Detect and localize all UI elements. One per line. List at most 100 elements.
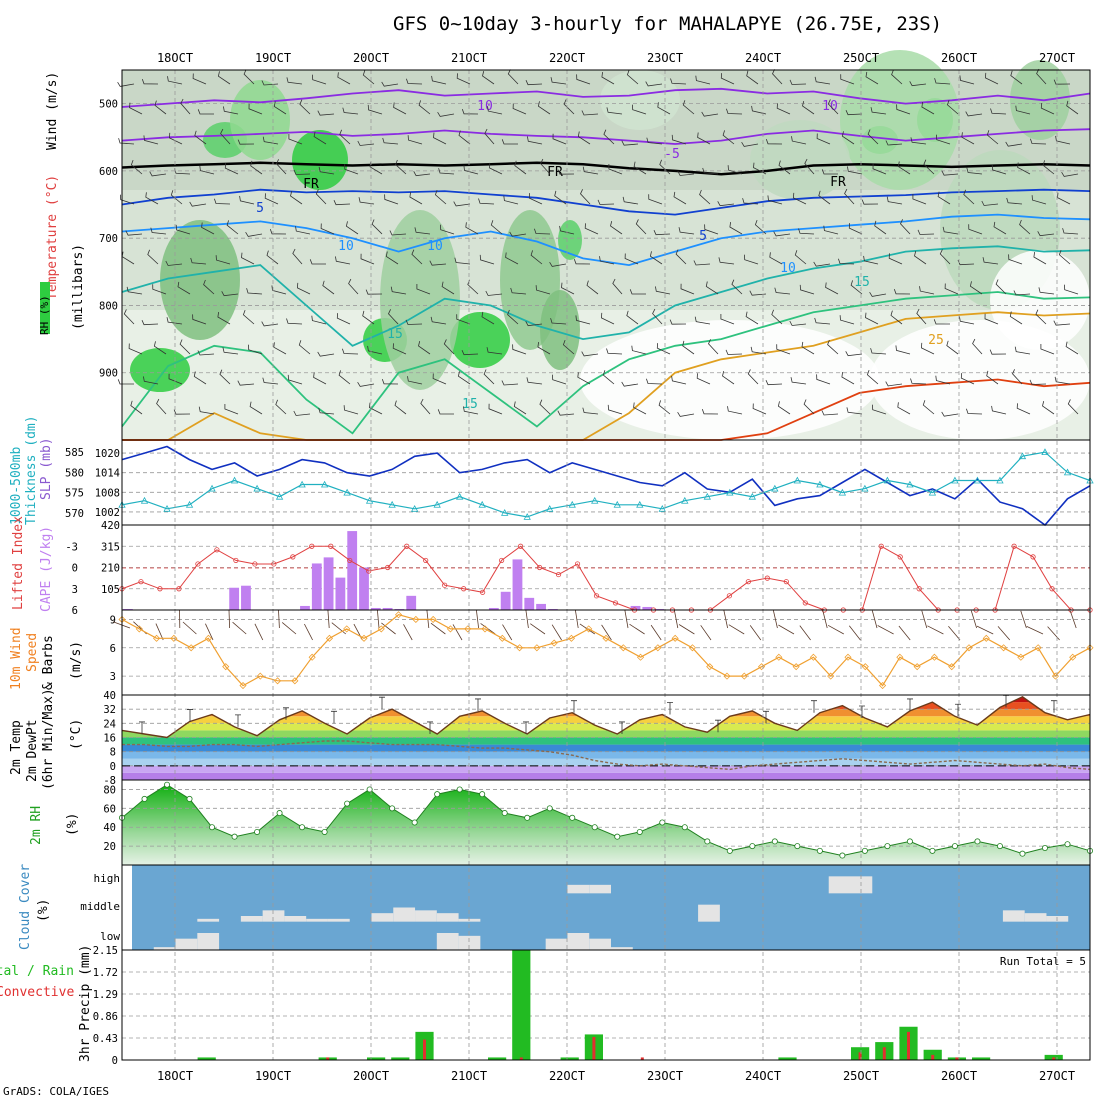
wind-barb (312, 74, 327, 85)
wind-barb (991, 164, 1007, 175)
cape-bar (300, 605, 310, 610)
x-tick-label-bottom: 23OCT (647, 1069, 683, 1083)
isotherm-line (121, 291, 1091, 435)
x-tick-label-bottom: 19OCT (255, 1069, 291, 1083)
wind-barb (175, 224, 191, 235)
wind-barb (865, 71, 879, 85)
wind-barb (909, 81, 927, 87)
precip-total-bar (778, 1057, 797, 1060)
li-label: Lifted Index (11, 516, 26, 610)
wind-barb (941, 411, 959, 417)
wind-barb (580, 189, 591, 205)
wind-barb (437, 409, 454, 415)
wind10-marker (930, 653, 938, 661)
wind10-barb (749, 625, 762, 641)
wind-barb (168, 132, 183, 145)
rh-contour-fill (380, 210, 460, 390)
precip-tick-label: 2.15 (93, 945, 118, 957)
temp-line (121, 695, 1091, 739)
wind-barb (313, 131, 327, 145)
isotherm-label: 5 (699, 229, 707, 244)
wind-barb (816, 133, 831, 145)
wind-barb (430, 316, 447, 325)
wind-barb (557, 410, 575, 416)
wind-barb (287, 374, 303, 385)
temp-band (122, 751, 1090, 759)
wind-barb (1008, 254, 1023, 265)
temp-minmax-whisker (187, 709, 193, 722)
wind-barb (298, 340, 311, 355)
wind-barb (384, 194, 399, 205)
wind-barb (147, 249, 159, 265)
wind-barb (269, 228, 287, 235)
x-tick-label-bottom: 20OCT (353, 1069, 389, 1083)
wind-barb (671, 375, 687, 385)
wind-barb (479, 254, 495, 265)
rh-marker (929, 847, 936, 854)
cloud-bar (393, 907, 416, 922)
wind-barb (484, 128, 495, 145)
wind-barb (514, 160, 527, 175)
wind10-marker (585, 625, 593, 633)
rh-marker (996, 843, 1003, 850)
wind10-barb (773, 610, 778, 629)
cape-bar (488, 607, 499, 610)
wind-barb (600, 312, 615, 325)
temp-band (122, 772, 1090, 780)
wind-barb (554, 190, 567, 205)
wind-barb (885, 140, 903, 146)
rh-marker (434, 791, 441, 798)
wind-barb (622, 196, 639, 205)
rh-marker (254, 828, 261, 835)
wind-barb (1035, 309, 1047, 325)
panel-frame (121, 609, 1091, 696)
wind-barb (960, 373, 975, 385)
cape-bar (654, 608, 665, 610)
wind-barb (1030, 138, 1047, 145)
cape-bar (323, 557, 334, 610)
wind-barb (129, 102, 143, 115)
wind-barb (912, 194, 927, 205)
wind-barb (942, 226, 959, 235)
temp-minmax-whisker (811, 700, 817, 713)
wind10-barb (723, 610, 728, 629)
wind-barb (463, 406, 479, 415)
wind-barb (722, 371, 735, 385)
wind10-marker (1051, 672, 1059, 680)
wind-barb (798, 228, 815, 235)
x-tick-label-top: 27OCT (1039, 51, 1075, 65)
wind-barb (914, 251, 927, 265)
wind-barb (1042, 160, 1055, 175)
wind-barb (273, 101, 287, 115)
precip-total-bar (197, 1057, 216, 1060)
temp-minmax-whisker (955, 703, 961, 717)
wind-barb (629, 289, 646, 295)
wind-barb (525, 80, 543, 86)
slp-tick-label: 1008 (95, 487, 120, 499)
wind-barb (573, 258, 591, 265)
wind-barb (850, 280, 863, 295)
precip-convective-bar (640, 1057, 644, 1060)
wind10-marker (481, 625, 489, 633)
isotherm-label: FR (547, 165, 563, 180)
thickness-marker (456, 492, 464, 500)
wind-barb (645, 81, 663, 87)
isotherm-label: 10 (780, 261, 796, 276)
wind-barb (959, 316, 975, 325)
wind-barb (141, 78, 159, 85)
wind10-marker (775, 653, 783, 661)
wind10-marker (256, 672, 264, 680)
temp-minmax-whisker (139, 721, 145, 734)
wind-barb (900, 219, 911, 235)
wind-barb (201, 222, 215, 235)
isotherm-label: FR (303, 177, 319, 192)
wind-barb (557, 169, 575, 175)
precip-total-bar (560, 1057, 579, 1060)
thickness-tick-label: 575 (65, 488, 84, 500)
wind-barb (117, 379, 134, 385)
pressure-tick-label: 900 (99, 368, 118, 380)
temp2m-label-c: (6hr Min/Max) (41, 688, 56, 790)
rh-marker (974, 838, 981, 845)
li-marker (802, 600, 808, 606)
thickness-line (121, 451, 1091, 518)
